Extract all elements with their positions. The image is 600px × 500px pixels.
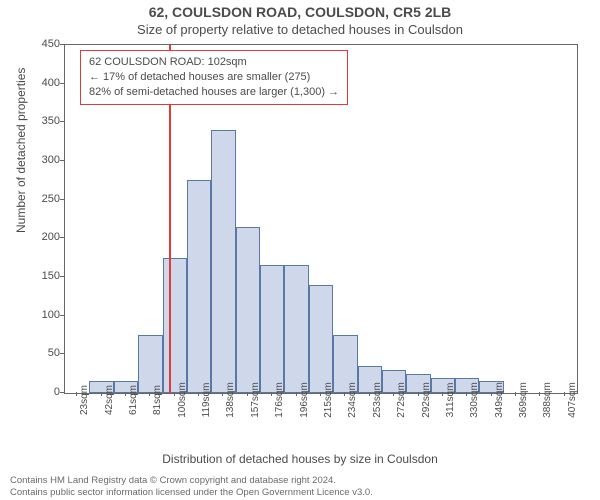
x-tick-label: 157sqm bbox=[250, 382, 261, 418]
histogram-bar bbox=[187, 180, 211, 393]
y-tick-label: 100 bbox=[42, 309, 60, 321]
y-axis-label: Number of detached properties bbox=[14, 68, 28, 233]
y-tick-label: 200 bbox=[42, 231, 60, 243]
x-tick bbox=[101, 392, 102, 396]
x-tick-label: 272sqm bbox=[396, 382, 407, 418]
y-tick-label: 450 bbox=[42, 38, 60, 50]
x-tick-label: 215sqm bbox=[323, 382, 334, 418]
x-tick-label: 407sqm bbox=[567, 382, 578, 418]
x-tick bbox=[76, 392, 77, 396]
x-tick-label: 23sqm bbox=[79, 385, 90, 415]
x-tick bbox=[247, 392, 248, 396]
x-tick-label: 42sqm bbox=[104, 385, 115, 415]
x-tick-label: 196sqm bbox=[299, 382, 310, 418]
y-tick-label: 400 bbox=[42, 77, 60, 89]
y-tick-label: 50 bbox=[48, 347, 60, 359]
histogram-bar bbox=[163, 258, 187, 393]
marker-callout: 62 COULSDON ROAD: 102sqm ← 17% of detach… bbox=[80, 50, 348, 105]
footer-line: Contains HM Land Registry data © Crown c… bbox=[10, 475, 373, 486]
x-tick-label: 138sqm bbox=[225, 382, 236, 418]
y-tick bbox=[60, 44, 64, 45]
histogram-bar bbox=[236, 227, 260, 393]
x-tick bbox=[418, 392, 419, 396]
title-subtitle: Size of property relative to detached ho… bbox=[0, 22, 600, 37]
x-tick-label: 330sqm bbox=[469, 382, 480, 418]
x-tick bbox=[198, 392, 199, 396]
x-tick-label: 311sqm bbox=[445, 383, 456, 418]
y-tick-label: 350 bbox=[42, 115, 60, 127]
y-tick bbox=[60, 83, 64, 84]
y-tick bbox=[60, 199, 64, 200]
x-tick bbox=[442, 392, 443, 396]
histogram-bar bbox=[260, 265, 284, 393]
histogram-bar bbox=[211, 130, 235, 393]
x-axis-label: Distribution of detached houses by size … bbox=[0, 452, 600, 466]
footer: Contains HM Land Registry data © Crown c… bbox=[10, 475, 373, 498]
callout-line: 82% of semi-detached houses are larger (… bbox=[89, 85, 339, 100]
x-tick-label: 369sqm bbox=[518, 382, 529, 418]
x-tick-label: 292sqm bbox=[421, 382, 432, 418]
chart-container: 62, COULSDON ROAD, COULSDON, CR5 2LB Siz… bbox=[0, 0, 600, 500]
y-tick-label: 150 bbox=[42, 270, 60, 282]
y-tick bbox=[60, 315, 64, 316]
y-tick bbox=[60, 392, 64, 393]
title-address: 62, COULSDON ROAD, COULSDON, CR5 2LB bbox=[0, 4, 600, 20]
y-tick bbox=[60, 353, 64, 354]
x-tick bbox=[271, 392, 272, 396]
histogram-bar bbox=[309, 285, 333, 393]
x-tick bbox=[466, 392, 467, 396]
x-tick-label: 388sqm bbox=[542, 382, 553, 418]
x-tick bbox=[344, 392, 345, 396]
y-tick-label: 300 bbox=[42, 154, 60, 166]
x-tick bbox=[222, 392, 223, 396]
y-tick bbox=[60, 237, 64, 238]
x-tick bbox=[320, 392, 321, 396]
x-tick-label: 234sqm bbox=[347, 382, 358, 418]
y-tick bbox=[60, 160, 64, 161]
x-tick bbox=[491, 392, 492, 396]
y-tick bbox=[60, 276, 64, 277]
x-tick bbox=[564, 392, 565, 396]
x-tick bbox=[369, 392, 370, 396]
x-tick-label: 253sqm bbox=[372, 382, 383, 418]
callout-line: 62 COULSDON ROAD: 102sqm bbox=[89, 55, 339, 70]
x-tick bbox=[393, 392, 394, 396]
y-tick bbox=[60, 121, 64, 122]
x-tick-label: 176sqm bbox=[274, 382, 285, 418]
x-tick-label: 81sqm bbox=[152, 385, 163, 415]
x-tick-label: 61sqm bbox=[128, 385, 139, 415]
x-tick bbox=[539, 392, 540, 396]
callout-line: ← 17% of detached houses are smaller (27… bbox=[89, 70, 339, 85]
x-tick bbox=[125, 392, 126, 396]
x-tick bbox=[515, 392, 516, 396]
x-tick-label: 100sqm bbox=[177, 382, 188, 418]
x-tick bbox=[174, 392, 175, 396]
x-tick bbox=[149, 392, 150, 396]
histogram-bar bbox=[284, 265, 308, 393]
y-tick-label: 250 bbox=[42, 193, 60, 205]
x-tick bbox=[296, 392, 297, 396]
x-tick-label: 349sqm bbox=[494, 382, 505, 418]
x-tick-label: 119sqm bbox=[201, 383, 212, 418]
footer-line: Contains public sector information licen… bbox=[10, 487, 373, 498]
